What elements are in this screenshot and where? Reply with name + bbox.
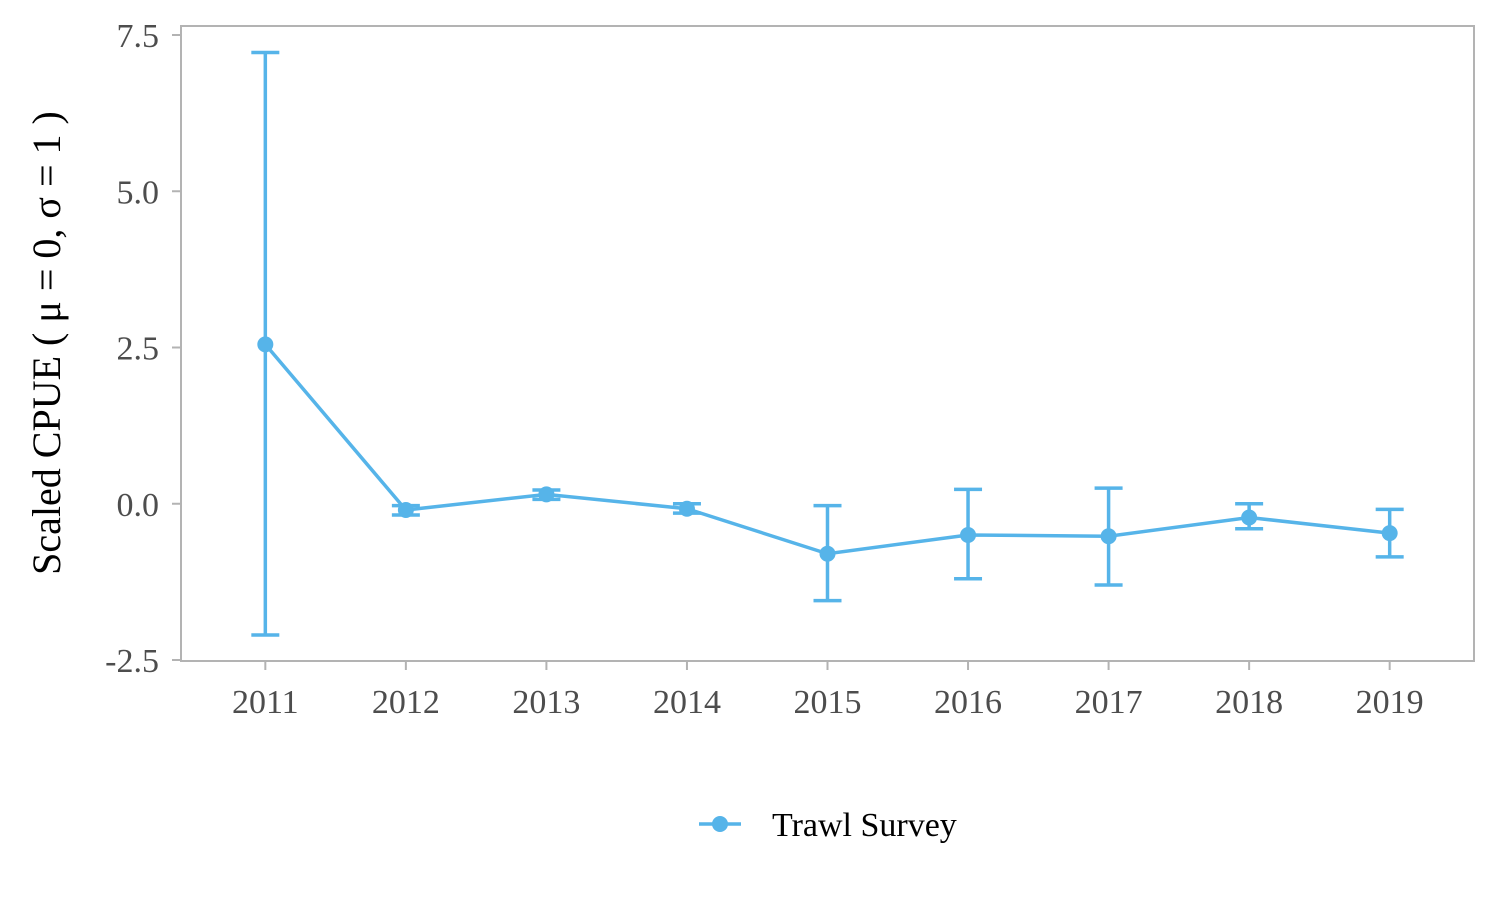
data-point [960, 527, 977, 543]
x-tick-label: 2013 [512, 684, 580, 721]
x-tick-label: 2017 [1075, 684, 1143, 721]
y-tick-label: 5.0 [117, 174, 160, 211]
data-point [1381, 525, 1398, 542]
x-tick-label: 2012 [372, 684, 440, 721]
x-tick-label: 2015 [794, 684, 862, 721]
y-axis: -2.5 0.0 2.5 5.0 7.5 [105, 18, 181, 680]
legend: Trawl Survey [699, 807, 957, 844]
data-point [397, 502, 414, 518]
x-tick-label: 2016 [934, 684, 1002, 721]
series-layer [251, 50, 1404, 637]
data-point [1100, 528, 1117, 545]
x-tick-label: 2018 [1215, 684, 1283, 721]
data-point [538, 486, 555, 503]
y-axis-title: Scaled CPUE ( μ = 0, σ = 1 ) [24, 111, 69, 575]
data-point [1241, 509, 1258, 526]
x-tick-label: 2011 [232, 684, 299, 721]
y-tick-label: 2.5 [117, 331, 160, 368]
data-point [819, 545, 836, 562]
y-tick-label: 0.0 [117, 487, 160, 524]
x-tick-label: 2014 [653, 684, 721, 721]
data-point [678, 500, 695, 517]
x-tick-label: 2019 [1356, 684, 1424, 721]
y-tick-label: -2.5 [105, 643, 159, 680]
legend-label: Trawl Survey [772, 807, 957, 844]
data-point [257, 336, 274, 353]
legend-marker [712, 816, 728, 832]
x-axis: 2011 2012 2013 2014 2015 2016 2017 2018 2019 [232, 661, 1424, 721]
y-tick-label: 7.5 [117, 18, 160, 55]
